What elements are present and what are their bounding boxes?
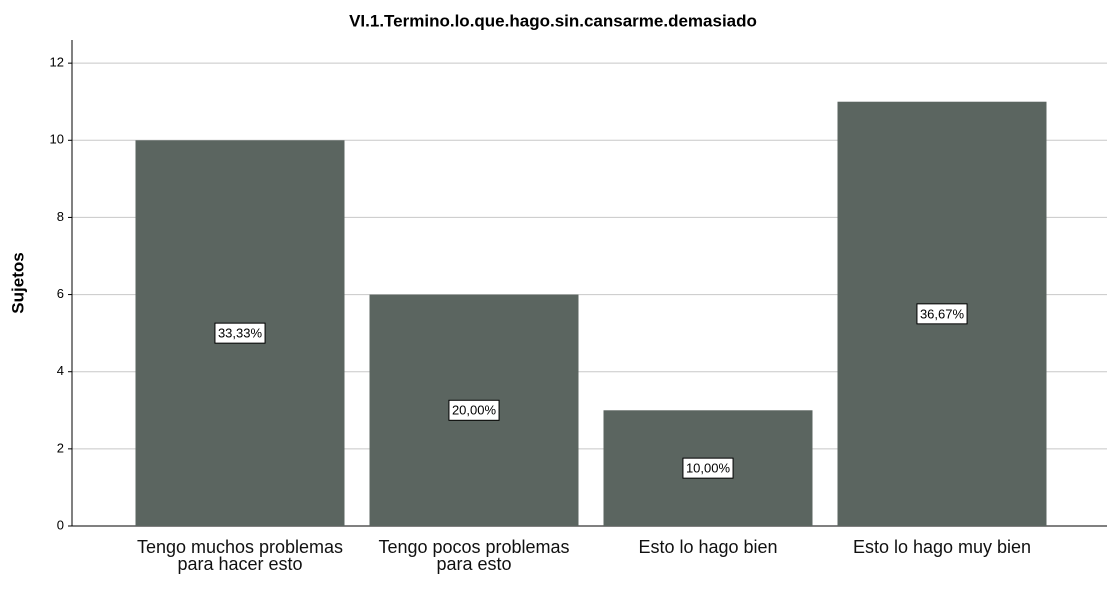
value-label-box: [682, 457, 734, 479]
y-tick-label: 6: [57, 286, 64, 301]
y-tick-label: 12: [50, 55, 64, 70]
x-tick-label: Esto lo hago bien: [638, 537, 778, 557]
value-label: 10,00%: [686, 461, 731, 476]
value-label-box: [448, 399, 500, 421]
value-label-box: [916, 303, 968, 325]
y-tick-label: 0: [57, 517, 64, 532]
x-tick-label: Tengo pocos problemas para esto: [378, 537, 570, 574]
value-label: 33,33%: [218, 326, 263, 341]
x-tick-label: Tengo muchos problemas para hacer esto: [136, 537, 344, 574]
y-tick-label: 8: [57, 209, 64, 224]
y-axis-label: Sujetos: [8, 252, 27, 313]
y-tick-label: 10: [50, 132, 64, 147]
y-tick-label: 4: [57, 363, 64, 378]
value-label: 20,00%: [452, 403, 497, 418]
value-label-box: [214, 322, 266, 344]
x-tick-label: Esto lo hago muy bien: [852, 537, 1032, 557]
value-label: 36,67%: [920, 306, 965, 321]
y-tick-label: 2: [57, 440, 64, 455]
chart-title: VI.1.Termino.lo.que.hago.sin.cansarme.de…: [349, 11, 757, 30]
